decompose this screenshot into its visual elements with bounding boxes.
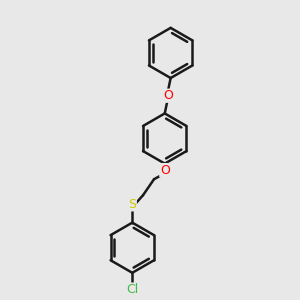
Text: O: O (160, 164, 170, 177)
Text: Cl: Cl (126, 283, 138, 296)
Text: O: O (163, 89, 172, 102)
Text: S: S (128, 198, 136, 211)
